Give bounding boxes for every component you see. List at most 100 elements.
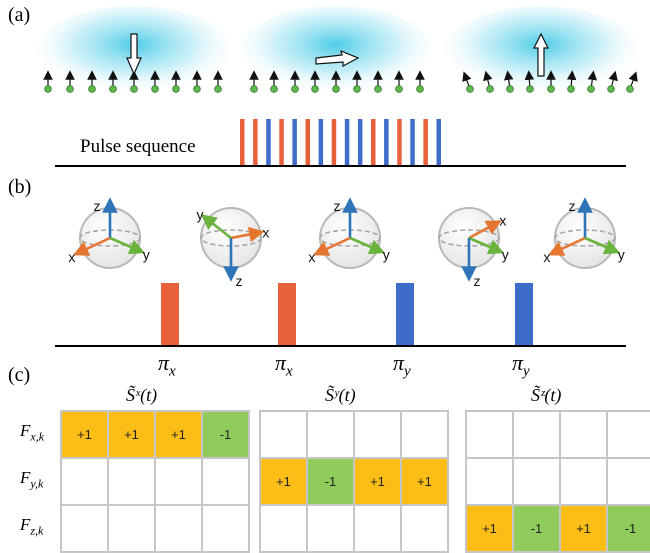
y-axis-arrow — [468, 236, 505, 255]
spin-dot — [567, 85, 575, 93]
x-axis-arrow — [72, 236, 111, 256]
spin-ensemble-panel-a — [36, 6, 639, 98]
table-cell: -1 — [608, 506, 650, 551]
spin-dot — [130, 85, 138, 93]
spin-dot — [486, 85, 494, 93]
pulse-bars-panel-b — [161, 283, 533, 346]
sequence-pulse-bar — [305, 119, 310, 166]
x-axis-label: x — [68, 249, 75, 265]
y-axis-arrow — [200, 214, 232, 240]
table-cell: +1 — [355, 459, 400, 504]
table-cell: +1 — [561, 506, 606, 551]
table-cell: +1 — [62, 412, 107, 457]
table-cell — [514, 412, 559, 457]
table-cell — [62, 506, 107, 551]
table-cell: +1 — [109, 412, 154, 457]
coefficient-table-3: +1 -1 +1 -1 — [465, 410, 650, 553]
z-axis-label: z — [474, 273, 481, 289]
spin-dot — [587, 85, 595, 93]
row-label-subscript: x,k — [30, 429, 45, 444]
coefficient-table-2: +1 -1 +1 +1 — [259, 410, 449, 553]
pulse-label-2: πx — [275, 350, 293, 380]
x-axis-label: x — [543, 249, 550, 265]
sequence-pulse-bar — [410, 119, 415, 166]
table-cell — [109, 506, 154, 551]
sequence-pulse-bar — [357, 119, 363, 166]
panel-label-c: (c) — [8, 364, 31, 386]
z-axis-label: z — [94, 198, 101, 214]
bloch-sphere-icon: y x z — [196, 206, 269, 289]
sequence-pulse-bar — [292, 119, 297, 166]
row-label-base: F — [20, 515, 31, 534]
x-axis-arrow — [312, 236, 351, 256]
x-axis-label: x — [262, 224, 269, 240]
table-cell — [261, 412, 306, 457]
spin-dot — [311, 85, 319, 93]
sequence-pulse-bar — [371, 119, 376, 166]
table-title-1: S̃ˣ(t) — [126, 385, 158, 405]
spin-dot — [332, 85, 340, 93]
sequence-pulse-bar — [384, 119, 389, 166]
pulse-label-subscript: y — [404, 363, 411, 380]
z-axis-label: z — [236, 273, 243, 289]
row-label-base: F — [20, 468, 31, 487]
table-title-2: S̃ʸ(t) — [325, 385, 356, 405]
x-axis-arrow — [468, 220, 502, 240]
spin-dot — [151, 85, 159, 93]
spin-dot — [214, 85, 222, 93]
z-axis-label: z — [334, 198, 341, 214]
table-cell — [156, 506, 201, 551]
table-cell — [514, 459, 559, 504]
pulse-bar-4 — [515, 283, 533, 346]
coefficient-table-1: +1 +1 +1 -1 — [60, 410, 250, 553]
spin-dot — [172, 85, 180, 93]
y-axis-label: y — [143, 247, 150, 263]
table-cell — [608, 412, 650, 457]
spin-dot — [353, 85, 361, 93]
pulse-bar-2 — [278, 283, 296, 346]
row-label-3: Fz,k — [20, 515, 43, 538]
x-axis-arrow — [547, 236, 586, 256]
table-cell — [203, 459, 248, 504]
panel-label-b: (b) — [8, 176, 32, 198]
magnetization-arrow-icon — [533, 32, 549, 77]
bloch-sphere-icon: z x y — [308, 197, 390, 269]
sequence-pulse-bar — [266, 119, 271, 166]
pulse-bar-1 — [161, 283, 179, 346]
pulse-label-subscript: y — [523, 363, 530, 380]
row-label-1: Fx,k — [20, 421, 44, 444]
pulse-sequence-label: Pulse sequence — [80, 136, 196, 157]
y-axis-label: y — [618, 247, 625, 263]
table-cell — [355, 506, 400, 551]
y-axis-label: y — [383, 247, 390, 263]
table-title-3: S̃ᶻ(t) — [531, 385, 562, 405]
table-cell — [62, 459, 107, 504]
sequence-pulse-bar — [240, 119, 245, 166]
table-cell: -1 — [203, 412, 248, 457]
pulse-label-3: πy — [393, 350, 411, 380]
sequence-pulse-bar — [331, 119, 337, 166]
sequence-pulse-bar — [318, 119, 324, 166]
x-axis-label: x — [499, 213, 506, 229]
pulse-label-4: πy — [512, 350, 530, 380]
spin-dot — [109, 85, 117, 93]
spin-dot — [416, 85, 424, 93]
table-cell — [355, 412, 400, 457]
pulse-label-subscript: x — [169, 363, 176, 380]
table-cell — [109, 459, 154, 504]
table-cell — [467, 412, 512, 457]
x-axis-arrow — [230, 226, 265, 243]
spin-dot — [88, 85, 96, 93]
pulse-sequence-bars — [240, 119, 441, 166]
pulse-label-base: π — [393, 350, 405, 375]
table-cell — [402, 506, 447, 551]
table-cell — [156, 459, 201, 504]
spin-dot — [66, 85, 74, 93]
pulse-label-base: π — [158, 350, 170, 375]
row-label-subscript: y,k — [30, 476, 44, 491]
pulse-label-base: π — [275, 350, 287, 375]
bloch-sphere-icon: x y z — [438, 207, 509, 289]
pulse-label-base: π — [512, 350, 524, 375]
bloch-sphere-icon: z x y — [543, 197, 625, 269]
